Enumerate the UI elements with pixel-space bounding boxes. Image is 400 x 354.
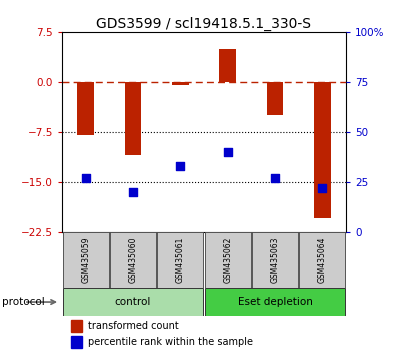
Bar [205,232,251,288]
Text: GSM435064: GSM435064 [318,236,327,283]
Point [82,175,89,181]
Bar [70,336,82,348]
Bar [125,82,141,155]
Point [177,163,184,169]
Bar [252,232,298,288]
Point [319,185,326,190]
Bar [299,232,345,288]
Bar [70,320,82,332]
Bar [219,48,236,82]
Bar [314,82,331,218]
Point [224,149,231,155]
Bar [110,232,156,288]
Text: Eset depletion: Eset depletion [238,297,312,307]
Point [272,175,278,181]
Bar [63,232,109,288]
Bar [77,82,94,135]
Bar [157,232,203,288]
Text: GSM435059: GSM435059 [81,236,90,283]
Title: GDS3599 / scl19418.5.1_330-S: GDS3599 / scl19418.5.1_330-S [96,17,312,31]
Bar [172,82,189,85]
Text: control: control [115,297,151,307]
Text: GSM435063: GSM435063 [270,236,280,283]
Bar [63,288,203,316]
Point [130,189,136,195]
Bar [267,82,283,115]
Text: protocol: protocol [2,297,45,307]
Text: GSM435061: GSM435061 [176,237,185,283]
Text: GSM435062: GSM435062 [223,237,232,283]
Text: GSM435060: GSM435060 [128,236,138,283]
Text: percentile rank within the sample: percentile rank within the sample [88,337,252,347]
Text: transformed count: transformed count [88,321,178,331]
Bar [205,288,345,316]
